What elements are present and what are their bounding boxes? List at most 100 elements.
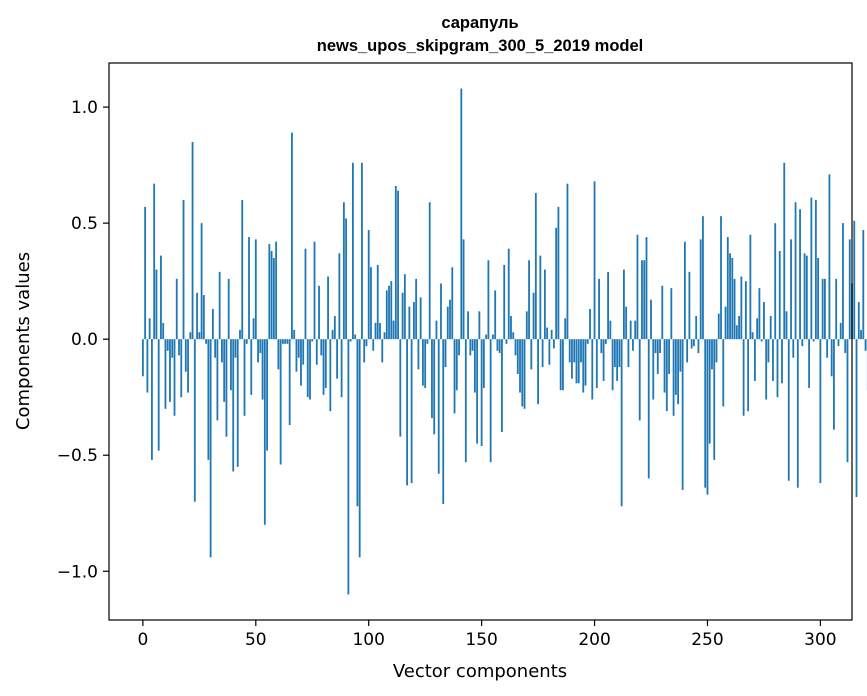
bar (257, 339, 259, 363)
bar (462, 239, 465, 340)
bar (814, 199, 817, 340)
x-tick-label: 0 (137, 630, 148, 650)
bar (801, 339, 804, 347)
bar (683, 241, 686, 340)
bar (704, 339, 707, 488)
bar (345, 218, 348, 340)
bar (756, 318, 759, 340)
chart-title: сарапуль (441, 14, 518, 32)
bar (844, 339, 847, 354)
x-axis-label: Vector components (393, 661, 567, 682)
bar (582, 339, 585, 393)
bar (415, 278, 418, 340)
y-tick-label: 0.0 (71, 330, 98, 350)
bar (261, 339, 264, 400)
y-tick-label: 0.5 (71, 214, 98, 234)
bar (189, 332, 192, 340)
bar (589, 309, 591, 340)
bar (196, 292, 198, 340)
bar (623, 269, 625, 340)
bar (552, 339, 555, 349)
bar (512, 332, 515, 340)
bar (573, 339, 576, 363)
bar (602, 339, 605, 381)
bar (643, 260, 646, 340)
bar (776, 339, 779, 398)
bar (607, 271, 609, 340)
y-tick-label: −0.5 (57, 446, 98, 466)
bar (539, 255, 542, 340)
bar (821, 278, 824, 340)
plot-frame (108, 62, 853, 621)
bar (198, 332, 201, 340)
bar (205, 339, 208, 344)
bar (742, 339, 745, 416)
bar (453, 339, 456, 414)
bar (410, 339, 413, 484)
bar (245, 339, 248, 344)
bar (340, 339, 343, 398)
bar (857, 302, 860, 340)
bar (534, 192, 537, 340)
bar (528, 260, 530, 340)
bar (699, 239, 702, 340)
x-tick-label: 150 (465, 630, 497, 650)
bar (352, 162, 354, 340)
bar (812, 339, 815, 342)
bar (505, 339, 508, 344)
bar (532, 292, 535, 340)
bar (758, 288, 761, 340)
bar (706, 339, 709, 495)
bar (146, 339, 149, 393)
bar (399, 339, 402, 437)
bar (202, 295, 205, 340)
bar (765, 339, 768, 400)
bar (580, 339, 582, 363)
bar (164, 339, 167, 409)
bar (688, 271, 691, 340)
bar (270, 250, 273, 340)
bar (243, 339, 246, 416)
bar (381, 339, 384, 363)
bar (695, 315, 698, 340)
bar (180, 339, 183, 398)
bar (747, 339, 750, 412)
bar (211, 309, 214, 340)
bar (417, 339, 420, 370)
bar (729, 253, 731, 340)
y-axis-label: Components values (13, 252, 34, 430)
bar (817, 257, 820, 340)
bar (627, 339, 630, 368)
bar (638, 339, 641, 421)
bar (252, 318, 255, 340)
bar (760, 339, 763, 342)
bar (598, 278, 600, 340)
bar (333, 315, 336, 340)
bar (376, 264, 379, 340)
bar (548, 339, 551, 365)
bar (322, 339, 325, 395)
bar (216, 339, 219, 421)
bar (329, 339, 332, 412)
bar (248, 237, 250, 340)
bar (435, 320, 438, 340)
bar (178, 339, 180, 356)
bar (297, 339, 300, 358)
bar (611, 339, 614, 391)
bar (347, 339, 350, 595)
bar (501, 339, 503, 433)
bar (846, 339, 849, 463)
bar (422, 339, 424, 386)
x-tick-label: 100 (352, 630, 384, 650)
bar (223, 339, 226, 402)
bar (632, 339, 634, 351)
bar (604, 339, 607, 344)
bar (356, 339, 359, 507)
bar (306, 339, 309, 398)
bar (778, 250, 781, 340)
bar (681, 339, 684, 491)
bar (571, 339, 573, 379)
bar (715, 339, 718, 363)
bar (670, 288, 673, 340)
bar (713, 339, 716, 460)
